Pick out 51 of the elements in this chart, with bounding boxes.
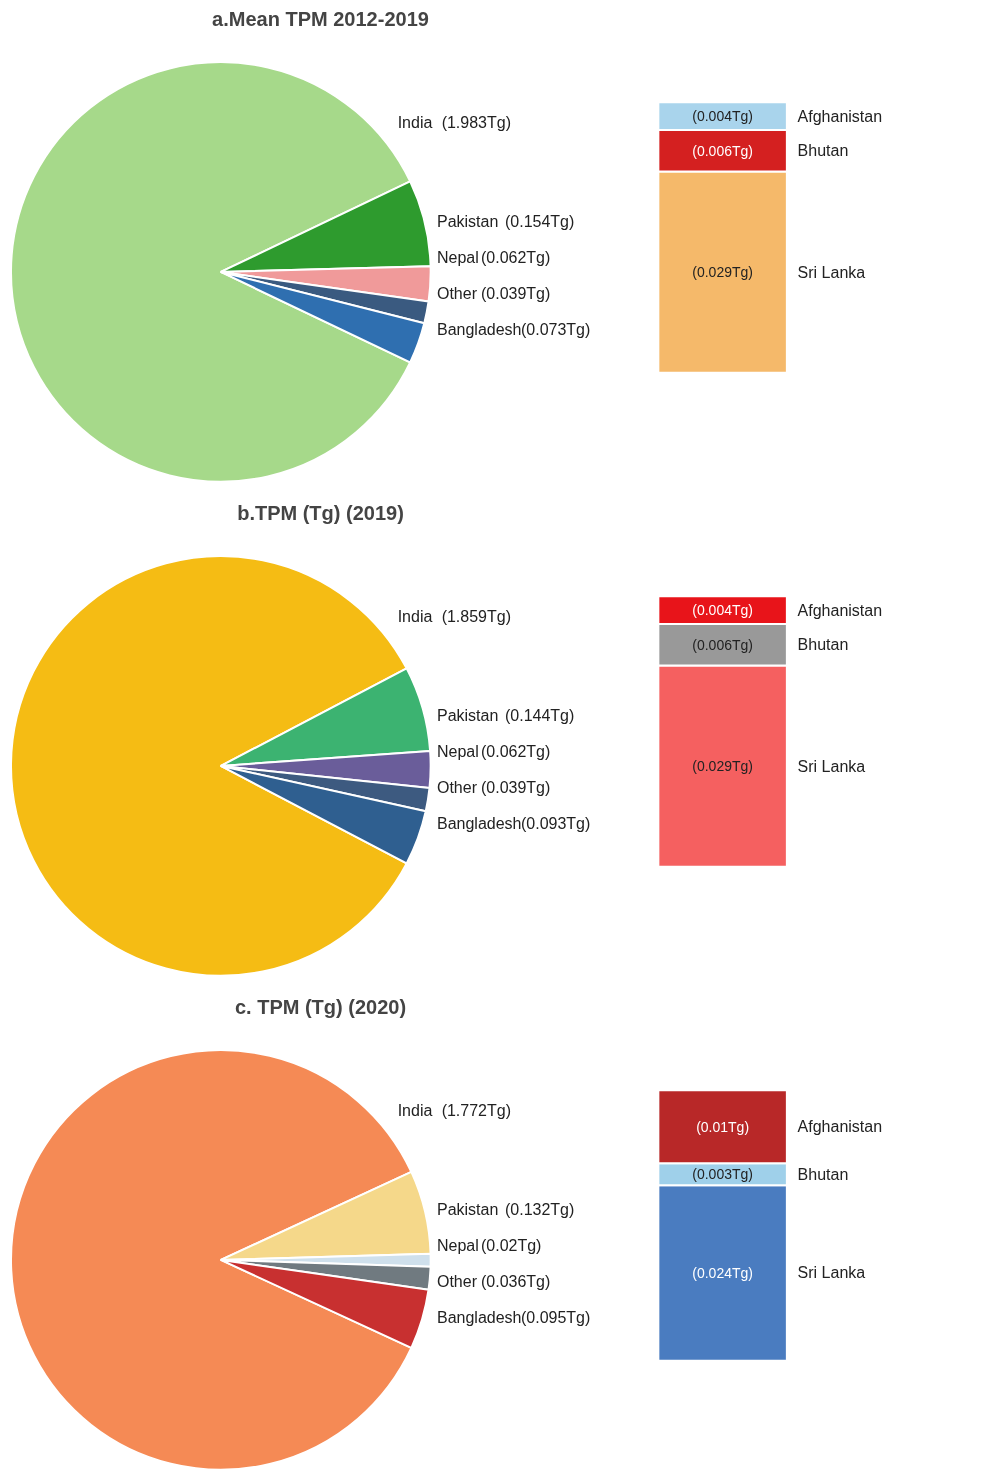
data-label: (0.004Tg): [692, 108, 753, 125]
data-label: (1.859Tg): [441, 607, 512, 625]
series-label: Bhutan: [797, 1165, 849, 1183]
data-label: (0.029Tg): [692, 264, 753, 281]
series-label: Sri Lanka: [797, 757, 866, 775]
series-label: Sri Lanka: [797, 1264, 866, 1282]
data-label: (0.154Tg): [504, 212, 575, 230]
data-label: (0.006Tg): [692, 142, 753, 159]
chart-title: b.TPM (Tg) (2019): [237, 501, 404, 524]
slice-label: India: [397, 1101, 433, 1119]
data-label: (1.772Tg): [441, 1101, 512, 1119]
data-label: (0.039Tg): [480, 778, 551, 796]
data-label: (0.036Tg): [480, 1272, 551, 1290]
data-label: (0.006Tg): [692, 636, 753, 653]
chart-title: c. TPM (Tg) (2020): [234, 995, 407, 1018]
slice-label: India: [397, 607, 433, 625]
slice-label: India: [397, 113, 433, 131]
data-label: (0.095Tg): [520, 1308, 591, 1326]
series-label: Sri Lanka: [797, 263, 866, 281]
data-label: (0.003Tg): [692, 1166, 753, 1183]
slice-label: Other: [436, 284, 478, 302]
slice-label: Bangladesh: [436, 320, 522, 338]
slice-label: Pakistan: [436, 706, 499, 724]
slice-label: Nepal: [436, 248, 479, 266]
slice-label: Other: [436, 1272, 478, 1290]
data-label: (0.132Tg): [504, 1200, 575, 1218]
data-label: (0.02Tg): [480, 1236, 542, 1254]
data-label: (0.004Tg): [692, 602, 753, 619]
data-label: (0.01Tg): [696, 1118, 750, 1135]
series-label: Afghanistan: [797, 1118, 883, 1136]
data-label: (0.029Tg): [692, 758, 753, 775]
data-label: (0.039Tg): [480, 284, 551, 302]
data-label: (0.073Tg): [520, 320, 591, 338]
series-label: Bhutan: [797, 142, 849, 160]
series-label: Bhutan: [797, 636, 849, 654]
data-label: (0.062Tg): [480, 742, 551, 760]
series-label: Afghanistan: [797, 601, 883, 619]
slice-label: Pakistan: [436, 212, 499, 230]
data-label: (0.062Tg): [480, 248, 551, 266]
data-label: (0.093Tg): [520, 814, 591, 832]
series-label: Afghanistan: [797, 107, 883, 125]
data-label: (1.983Tg): [441, 113, 512, 131]
slice-label: Nepal: [436, 1236, 479, 1254]
data-label: (0.144Tg): [504, 706, 575, 724]
slice-label: Nepal: [436, 742, 479, 760]
slice-label: Bangladesh: [436, 1308, 522, 1326]
slice-label: Other: [436, 778, 478, 796]
slice-label: Pakistan: [436, 1200, 499, 1218]
slice-label: Bangladesh: [436, 814, 522, 832]
chart-title: a.Mean TPM 2012-2019: [212, 7, 429, 30]
data-label: (0.024Tg): [692, 1264, 753, 1281]
